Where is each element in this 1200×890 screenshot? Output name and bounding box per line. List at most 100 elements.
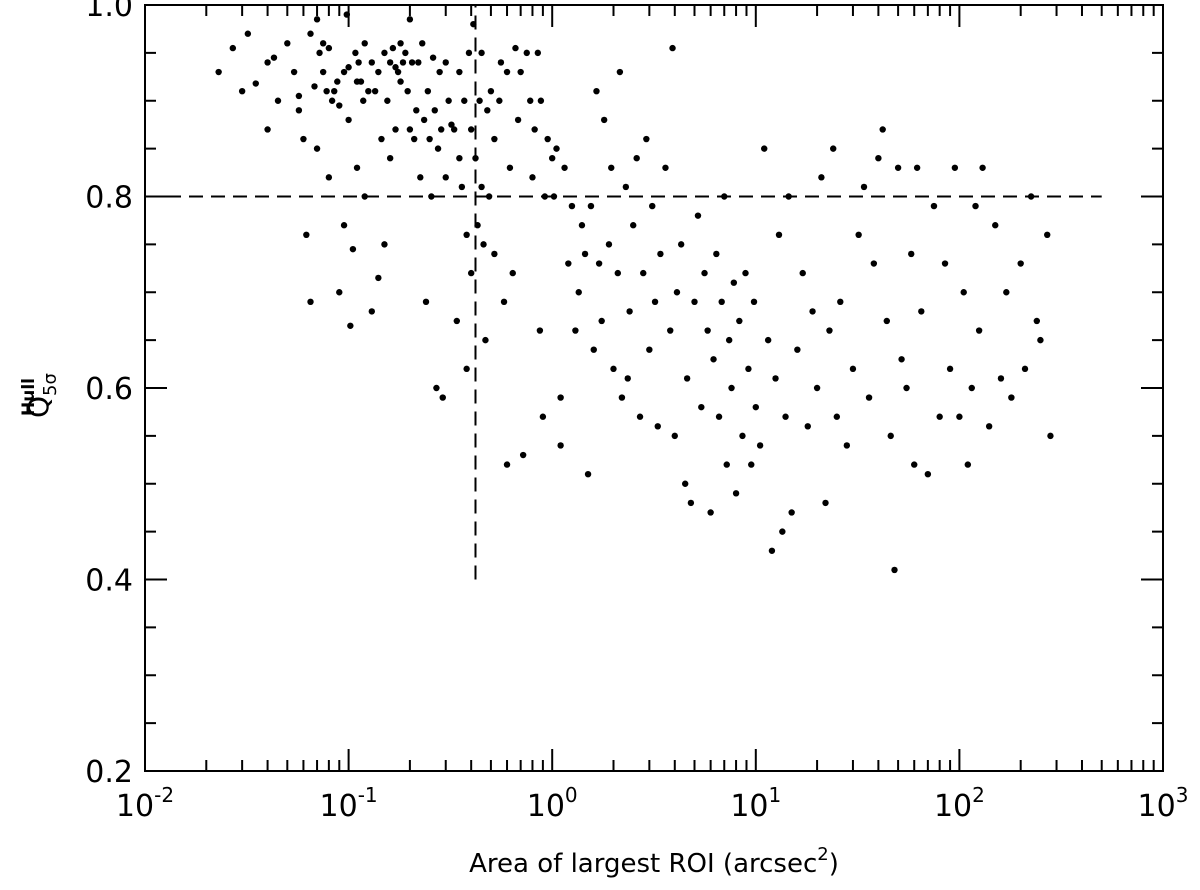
data-point: [985, 423, 993, 430]
data-point: [336, 102, 343, 109]
data-point: [544, 135, 551, 143]
y-axis-label-superscript: Hull: [19, 378, 39, 416]
data-point: [397, 40, 404, 47]
data-point: [779, 528, 786, 535]
data-point: [529, 174, 536, 181]
data-point: [1008, 394, 1015, 401]
data-point: [972, 202, 979, 210]
data-point: [392, 126, 399, 133]
data-point: [357, 78, 365, 85]
data-point: [534, 49, 542, 57]
data-point: [772, 375, 779, 382]
data-point: [319, 40, 327, 47]
data-point: [478, 49, 485, 57]
data-point: [640, 269, 647, 277]
data-point: [681, 480, 689, 487]
data-point: [345, 116, 352, 124]
data-point: [456, 68, 463, 76]
data-point: [307, 30, 314, 37]
data-point: [476, 97, 483, 104]
data-point: [752, 403, 759, 411]
data-point: [750, 298, 758, 306]
data-point: [1017, 260, 1024, 267]
data-point: [448, 121, 455, 128]
data-point: [855, 231, 862, 238]
data-point: [368, 59, 375, 66]
x-tick-label: 101: [730, 783, 781, 824]
data-point: [756, 442, 764, 449]
data-point: [913, 164, 921, 171]
data-point: [334, 78, 341, 85]
data-point: [433, 384, 440, 392]
data-point: [386, 59, 394, 66]
data-point: [270, 54, 278, 61]
data-point: [748, 461, 755, 468]
data-point: [799, 269, 806, 277]
data-point: [392, 64, 399, 71]
data-point: [325, 174, 333, 181]
data-point: [328, 97, 336, 104]
data-point: [572, 327, 579, 334]
y-axis-label-main: Q: [22, 396, 55, 418]
data-point: [671, 432, 678, 440]
data-point: [420, 116, 428, 124]
data-point: [503, 68, 511, 76]
data-point: [284, 40, 291, 47]
data-point: [1021, 365, 1029, 373]
data-point: [368, 308, 375, 315]
data-point: [818, 174, 825, 181]
data-point: [595, 260, 603, 267]
data-point: [300, 135, 307, 143]
data-point: [610, 365, 617, 373]
data-point: [739, 432, 746, 440]
data-point: [375, 68, 382, 76]
x-tick-label: 102: [934, 783, 985, 824]
data-point: [687, 499, 695, 507]
data-point: [833, 413, 841, 420]
data-point: [491, 135, 498, 143]
data-point: [458, 183, 466, 191]
data-point: [718, 298, 725, 306]
data-point: [482, 336, 489, 344]
data-point: [587, 202, 595, 210]
data-point: [600, 116, 608, 124]
data-point: [517, 68, 524, 76]
data-point: [463, 365, 470, 373]
data-point: [745, 365, 752, 373]
data-point: [417, 174, 424, 181]
data-point: [384, 97, 391, 104]
data-point: [347, 322, 354, 329]
tick-labels: 10-2 10-1 100 101 102 103 0.2 0.4 0.6 0.8 1.0: [85, 0, 1188, 824]
data-point: [654, 423, 661, 430]
data-point: [732, 490, 740, 497]
data-point: [633, 155, 640, 162]
data-point: [614, 269, 622, 277]
x-tick-label: 103: [1138, 783, 1189, 824]
data-point: [456, 155, 463, 162]
data-point: [484, 107, 491, 114]
data-point: [463, 231, 470, 238]
data-point: [361, 40, 368, 47]
data-point: [1037, 336, 1044, 344]
data-point: [514, 116, 522, 124]
data-point: [512, 44, 519, 52]
data-point: [568, 202, 576, 210]
data-point: [264, 59, 271, 66]
data-point: [252, 80, 259, 87]
data-point: [541, 193, 549, 200]
data-point: [662, 164, 669, 171]
data-point: [424, 87, 432, 95]
data-point: [215, 68, 222, 76]
data-point: [630, 222, 637, 229]
data-point: [323, 87, 330, 95]
data-point: [355, 59, 362, 66]
axis-ticks: [144, 4, 1164, 772]
data-point: [894, 164, 902, 171]
data-point: [461, 97, 468, 104]
data-point: [531, 126, 538, 133]
data-points: [215, 11, 1054, 574]
data-point: [736, 317, 743, 325]
data-point: [870, 260, 878, 267]
x-tick-label: 100: [527, 783, 578, 824]
data-point: [667, 327, 674, 334]
